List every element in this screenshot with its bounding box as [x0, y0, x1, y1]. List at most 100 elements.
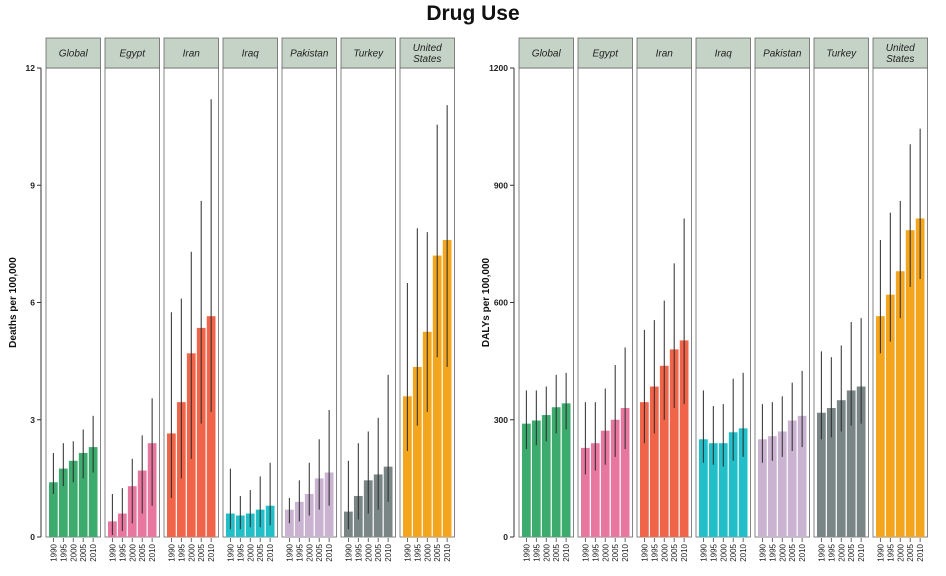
- bar: [905, 230, 915, 537]
- panel-strip: [222, 37, 278, 69]
- bar: [728, 432, 738, 537]
- y-tick-label: 6: [30, 298, 35, 308]
- x-tick-label: 2000: [837, 543, 846, 561]
- x-tick-label: 2010: [89, 543, 98, 561]
- x-tick-label: 1990: [403, 543, 412, 561]
- x-tick-label: 1995: [236, 543, 245, 561]
- x-tick-label: 2005: [374, 543, 383, 561]
- x-tick-label: 2000: [364, 543, 373, 561]
- chart-title: Drug Use: [426, 2, 520, 25]
- y-tick-label: 9: [30, 180, 35, 190]
- y-tick-label: 0: [503, 532, 508, 542]
- x-tick-label: 1995: [768, 543, 777, 561]
- x-tick-label: 1990: [699, 543, 708, 561]
- bar: [196, 327, 206, 537]
- panel-strip: [45, 37, 101, 69]
- bar: [412, 366, 422, 537]
- bar: [817, 412, 826, 537]
- x-tick-label: 2010: [384, 543, 393, 561]
- y-tick-label: 12: [26, 63, 36, 73]
- x-tick-label: 1995: [532, 543, 541, 561]
- x-tick-label: 2005: [552, 543, 561, 561]
- panel-frame: [281, 67, 337, 538]
- bar: [797, 415, 807, 537]
- x-tick-label: 1990: [167, 543, 176, 561]
- bar: [522, 423, 531, 537]
- bar: [758, 439, 767, 537]
- panel-strip: [163, 37, 219, 69]
- x-tick-label: 2000: [660, 543, 669, 561]
- x-tick-label: 1990: [226, 543, 235, 561]
- bar: [708, 443, 718, 537]
- panel-strip-label: Egypt: [119, 49, 146, 60]
- panel-iraq: Iraq 1990 1995 2000 2005 2010: [695, 37, 751, 562]
- panel-strip-label: Iran: [183, 49, 201, 60]
- bar: [531, 420, 541, 537]
- x-tick-label: 1990: [817, 543, 826, 561]
- panel-strip-label: United: [413, 43, 442, 54]
- panel-strip: [577, 37, 633, 69]
- x-tick-label: 1995: [177, 543, 186, 561]
- bar: [885, 294, 895, 537]
- bar: [649, 386, 659, 537]
- x-tick-label: 1995: [709, 543, 718, 561]
- x-tick-label: 2000: [69, 543, 78, 561]
- panel-global: Global 1990 1995 2000 2005 2010: [518, 37, 574, 562]
- x-tick-label: 1990: [876, 543, 885, 561]
- x-tick-label: 1995: [827, 543, 836, 561]
- panel-turkey: Turkey 1990 1995 2000 2005 2010: [340, 37, 396, 562]
- panel-iran: Iran 1990 1995 2000 2005 2010: [636, 37, 692, 562]
- bar: [551, 407, 561, 537]
- bar: [767, 436, 777, 537]
- panel-strip-label: States: [413, 54, 441, 65]
- bar: [659, 365, 669, 537]
- x-tick-label: 2010: [325, 543, 334, 561]
- bar: [895, 271, 905, 537]
- x-tick-label: 2010: [680, 543, 689, 561]
- x-tick-label: 2000: [896, 543, 905, 561]
- bar: [787, 420, 797, 537]
- bar: [846, 390, 856, 537]
- x-tick-label: 2010: [916, 543, 925, 561]
- bar: [206, 316, 216, 537]
- panel-strip-label: Turkey: [826, 49, 857, 60]
- x-tick-label: 1995: [354, 543, 363, 561]
- bar: [88, 447, 98, 537]
- bar: [403, 396, 412, 537]
- x-tick-label: 2000: [601, 543, 610, 561]
- bar: [826, 408, 836, 537]
- bar: [422, 331, 432, 537]
- x-tick-label: 2005: [197, 543, 206, 561]
- x-tick-label: 2010: [857, 543, 866, 561]
- x-tick-label: 2000: [542, 543, 551, 561]
- x-tick-label: 2005: [847, 543, 856, 561]
- bar: [669, 349, 679, 537]
- bar: [610, 419, 620, 537]
- panel-egypt: Egypt 1990 1995 2000 2005 2010: [577, 37, 633, 562]
- x-tick-label: 2005: [729, 543, 738, 561]
- bar: [856, 386, 866, 537]
- panel-strip-label: Egypt: [592, 49, 619, 60]
- bar: [718, 443, 728, 537]
- y-tick-label: 0: [30, 532, 35, 542]
- panel-strip: [340, 37, 396, 69]
- x-tick-label: 2005: [433, 543, 442, 561]
- x-tick-label: 2000: [187, 543, 196, 561]
- panel-strip: [399, 37, 455, 69]
- panel-strip: [281, 37, 337, 69]
- panel-strip: [636, 37, 692, 69]
- x-tick-label: 1995: [295, 543, 304, 561]
- x-tick-label: 1990: [49, 543, 58, 561]
- bar: [49, 482, 58, 537]
- y-tick-label: 1200: [489, 63, 508, 73]
- bar: [699, 439, 708, 537]
- bar: [68, 460, 78, 537]
- panel-egypt: Egypt 1990 1995 2000 2005 2010: [104, 37, 160, 562]
- bar: [836, 400, 846, 537]
- x-tick-label: 2005: [670, 543, 679, 561]
- y-tick-label: 300: [494, 415, 508, 425]
- bar: [600, 430, 610, 537]
- x-tick-label: 2005: [138, 543, 147, 561]
- x-tick-label: 1990: [285, 543, 294, 561]
